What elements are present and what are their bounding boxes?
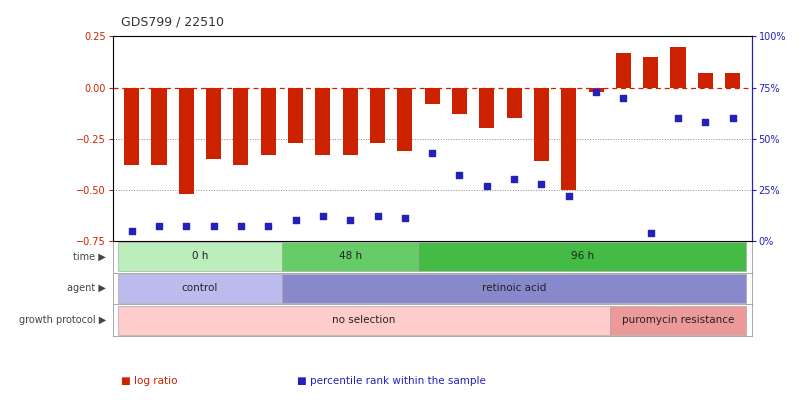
- Point: [316, 213, 329, 220]
- Bar: [560, 87, 576, 190]
- Text: ■ log ratio: ■ log ratio: [120, 376, 177, 386]
- Bar: [342, 87, 357, 155]
- Point: [452, 172, 465, 179]
- Bar: [233, 87, 248, 165]
- Point: [125, 227, 138, 234]
- Text: growth protocol ▶: growth protocol ▶: [19, 315, 106, 325]
- Text: 48 h: 48 h: [338, 251, 361, 261]
- Text: retinoic acid: retinoic acid: [481, 283, 545, 293]
- Text: 0 h: 0 h: [192, 251, 208, 261]
- Text: puromycin resistance: puromycin resistance: [621, 315, 733, 325]
- Bar: [642, 57, 658, 87]
- Text: control: control: [181, 283, 218, 293]
- Point: [426, 150, 438, 156]
- Point: [371, 213, 384, 220]
- Point: [234, 223, 247, 230]
- Bar: [697, 73, 712, 87]
- Text: GDS799 / 22510: GDS799 / 22510: [120, 15, 223, 28]
- Point: [344, 217, 357, 224]
- Bar: [533, 87, 548, 161]
- Bar: [178, 87, 194, 194]
- Bar: [724, 73, 740, 87]
- Bar: [506, 87, 521, 118]
- Bar: [418, 242, 745, 271]
- Bar: [451, 87, 467, 114]
- Point: [153, 223, 165, 230]
- Point: [698, 119, 711, 126]
- Point: [479, 182, 492, 189]
- Point: [207, 223, 220, 230]
- Point: [534, 180, 547, 187]
- Text: agent ▶: agent ▶: [67, 284, 106, 294]
- Point: [507, 176, 520, 183]
- Bar: [282, 242, 418, 271]
- Point: [643, 229, 656, 236]
- Bar: [424, 87, 439, 104]
- Point: [671, 115, 683, 122]
- Bar: [670, 47, 685, 87]
- Point: [180, 223, 193, 230]
- Bar: [315, 87, 330, 155]
- Bar: [588, 87, 603, 92]
- Text: ■ percentile rank within the sample: ■ percentile rank within the sample: [297, 376, 486, 386]
- Bar: [260, 87, 275, 155]
- Bar: [479, 87, 494, 128]
- Point: [289, 217, 302, 224]
- Bar: [615, 53, 630, 87]
- Point: [616, 94, 629, 101]
- Point: [398, 215, 411, 222]
- Bar: [369, 87, 385, 143]
- Bar: [282, 274, 745, 303]
- Bar: [206, 87, 221, 159]
- Point: [725, 115, 738, 122]
- Bar: [609, 306, 745, 335]
- Bar: [118, 242, 282, 271]
- Point: [262, 223, 275, 230]
- Bar: [397, 87, 412, 151]
- Bar: [287, 87, 303, 143]
- Bar: [118, 274, 282, 303]
- Bar: [118, 306, 609, 335]
- Text: time ▶: time ▶: [73, 252, 106, 262]
- Bar: [151, 87, 166, 165]
- Point: [589, 88, 601, 95]
- Text: no selection: no selection: [332, 315, 395, 325]
- Point: [561, 193, 574, 199]
- Bar: [124, 87, 139, 165]
- Text: 96 h: 96 h: [570, 251, 593, 261]
